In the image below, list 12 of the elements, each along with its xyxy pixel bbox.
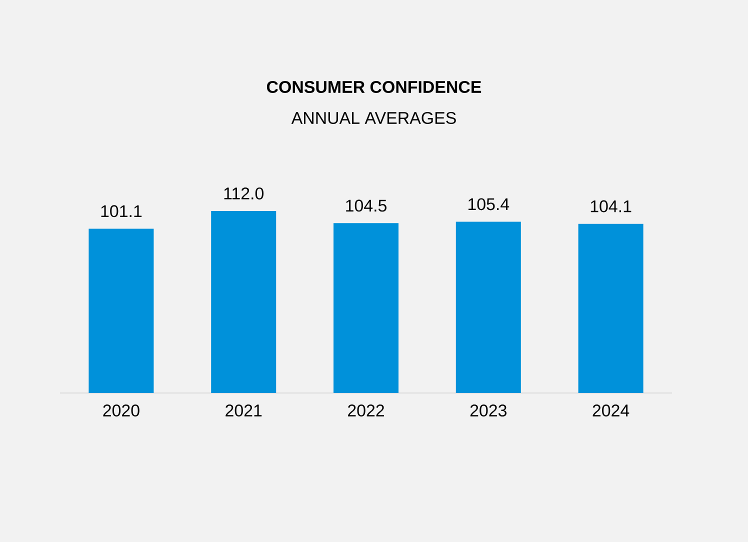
chart-subtitle: ANNUAL AVERAGES [291, 112, 456, 124]
x-tick-label: 2024 [592, 404, 630, 416]
x-tick-label: 2021 [226, 404, 262, 416]
data-label: 101.1 [101, 205, 142, 218]
data-label: 112.0 [224, 187, 264, 200]
chart-title: CONSUMER CONFIDENCE [266, 80, 482, 93]
data-label: 104.1 [590, 200, 632, 212]
x-tick-label: 2022 [348, 404, 384, 416]
data-label: 105.4 [468, 198, 510, 210]
data-label: 104.5 [346, 200, 386, 212]
x-tick-label: 2020 [103, 404, 140, 416]
x-tick-label: 2023 [470, 404, 506, 416]
